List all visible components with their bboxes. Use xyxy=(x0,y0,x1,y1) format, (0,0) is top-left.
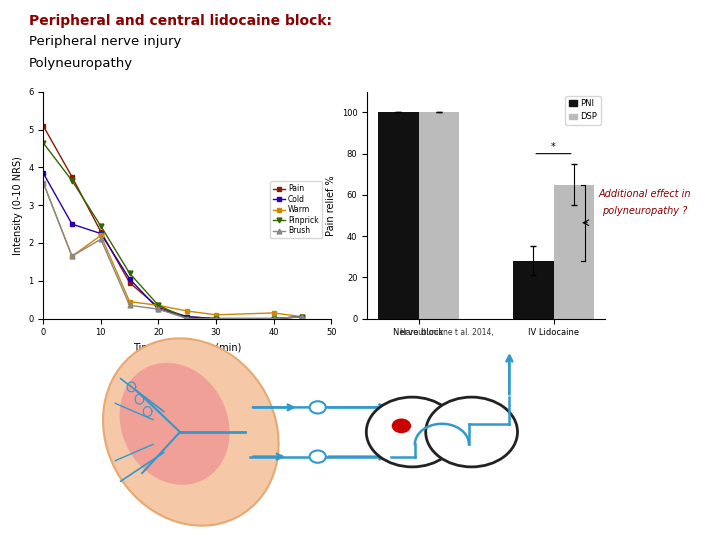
Bar xyxy=(378,112,418,319)
Brush xyxy=(154,306,163,312)
Cold xyxy=(212,315,220,322)
Pain xyxy=(212,315,220,322)
Brush xyxy=(96,236,105,242)
Cold xyxy=(298,313,307,320)
Cold xyxy=(183,313,192,320)
Text: Peripheral nerve injury: Peripheral nerve injury xyxy=(29,35,181,48)
X-axis label: Time after block (min): Time after block (min) xyxy=(133,343,241,353)
Ellipse shape xyxy=(103,339,279,525)
Line: Warm: Warm xyxy=(41,180,305,319)
Line: Pinprick: Pinprick xyxy=(41,140,305,321)
Text: polyneuropathy ?: polyneuropathy ? xyxy=(602,206,687,215)
Line: Brush: Brush xyxy=(41,180,305,321)
Bar xyxy=(554,185,594,319)
Warm xyxy=(96,232,105,239)
Y-axis label: Intensity (0-10 NRS): Intensity (0-10 NRS) xyxy=(12,156,22,255)
Pain xyxy=(183,313,192,320)
Pain xyxy=(298,313,307,320)
Line: Pain: Pain xyxy=(41,123,305,321)
Brush xyxy=(298,313,307,320)
Circle shape xyxy=(426,397,518,467)
Pain xyxy=(39,123,48,129)
Pinprick xyxy=(183,315,192,322)
Brush xyxy=(183,315,192,322)
Warm xyxy=(125,298,134,305)
Warm xyxy=(68,253,76,260)
Warm xyxy=(183,308,192,314)
Text: Peripheral and central lidocaine block:: Peripheral and central lidocaine block: xyxy=(29,14,332,28)
Circle shape xyxy=(310,401,325,414)
Ellipse shape xyxy=(445,414,498,450)
Y-axis label: Pain relief %: Pain relief % xyxy=(326,175,336,235)
Pain xyxy=(269,315,278,322)
Pain xyxy=(68,174,76,180)
Pinprick xyxy=(125,270,134,276)
Circle shape xyxy=(392,418,411,433)
Cold xyxy=(125,275,134,282)
Text: Polyneuropathy: Polyneuropathy xyxy=(29,57,133,70)
Brush xyxy=(68,253,76,260)
Brush xyxy=(125,302,134,309)
Bar xyxy=(513,261,554,319)
Brush xyxy=(39,179,48,186)
Brush xyxy=(269,315,278,322)
Warm xyxy=(212,312,220,318)
Pinprick xyxy=(269,315,278,322)
Circle shape xyxy=(366,397,458,467)
Circle shape xyxy=(310,450,325,463)
Pain xyxy=(125,280,134,286)
Warm xyxy=(39,179,48,186)
Pinprick xyxy=(298,313,307,320)
Pinprick xyxy=(39,140,48,146)
Text: Haroutuniane t al. 2014,: Haroutuniane t al. 2014, xyxy=(400,328,493,338)
Cold xyxy=(68,221,76,227)
Pinprick xyxy=(154,302,163,309)
Warm xyxy=(154,302,163,309)
Text: *: * xyxy=(551,141,556,152)
Warm xyxy=(269,310,278,316)
Pinprick xyxy=(212,315,220,322)
Line: Cold: Cold xyxy=(41,171,305,321)
Pinprick xyxy=(96,222,105,229)
Ellipse shape xyxy=(385,414,439,450)
Bar xyxy=(418,112,459,319)
Cold xyxy=(39,170,48,177)
Pain xyxy=(96,228,105,235)
Pain xyxy=(154,304,163,310)
Text: Additional effect in: Additional effect in xyxy=(598,190,690,199)
Cold xyxy=(269,315,278,322)
Legend: PNI, DSP: PNI, DSP xyxy=(565,96,600,125)
Legend: Pain, Cold, Warm, Pinprick, Brush: Pain, Cold, Warm, Pinprick, Brush xyxy=(271,181,322,238)
Pinprick xyxy=(68,177,76,184)
Warm xyxy=(298,313,307,320)
Cold xyxy=(154,306,163,312)
Cold xyxy=(96,230,105,237)
Brush xyxy=(212,315,220,322)
Ellipse shape xyxy=(120,363,230,485)
